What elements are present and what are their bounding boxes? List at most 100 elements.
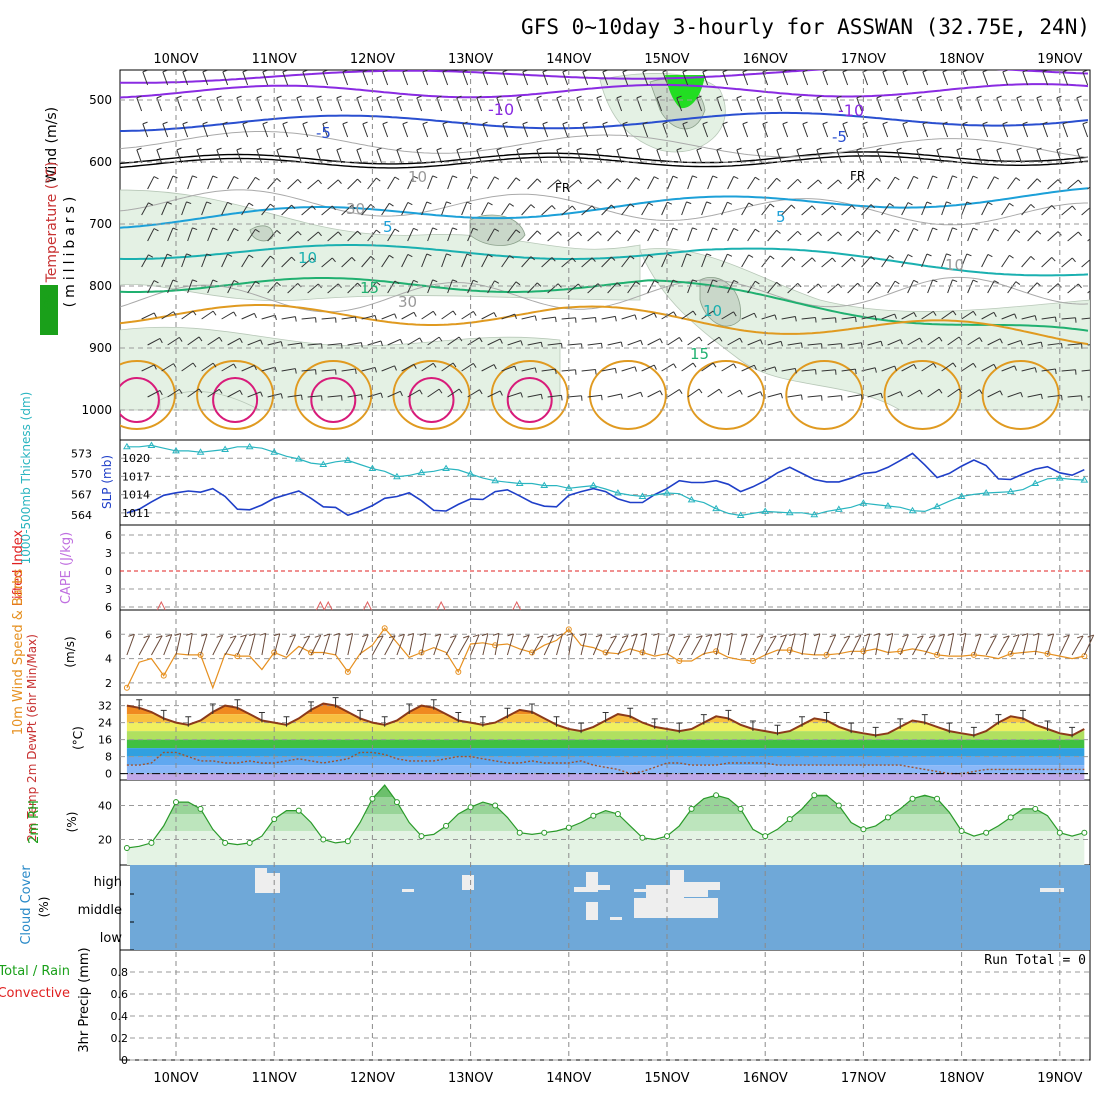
wind-barb-flag (239, 338, 243, 343)
wind-barb-flag (716, 147, 722, 151)
wind-barb-flag (419, 337, 423, 343)
wind-barb-flag (889, 255, 894, 259)
wind-barb-flag (452, 175, 458, 179)
wind-barb-flag (882, 70, 888, 73)
wind-barb-flag (520, 392, 523, 398)
wind-barb-flag (396, 95, 402, 99)
wind-barb (407, 280, 414, 294)
rh-label: RH (%) (42, 289, 56, 331)
contour-label: FR (555, 181, 570, 195)
wind-barb-flag (198, 336, 203, 342)
wind-barb-flag (822, 121, 828, 125)
surface-wind-barb (997, 635, 1010, 656)
wind-barb-flag (913, 312, 917, 318)
wind-barb-flag (402, 121, 408, 125)
wind-barb (447, 227, 453, 242)
wind-barb-flag (733, 175, 739, 180)
wind-barb (367, 340, 382, 346)
wind-barb (147, 228, 155, 242)
wind-barb (781, 315, 796, 320)
wind-barb (641, 202, 650, 216)
wind-barb-flag (291, 256, 296, 262)
temp-contour-25 (196, 360, 275, 430)
temp-band (126, 722, 1085, 732)
wind-barb-flag (972, 311, 977, 316)
wind-barb (1036, 97, 1043, 112)
wind-barb (501, 255, 510, 268)
wind-barb (167, 336, 180, 346)
cloud-patch (670, 870, 684, 915)
wind-barb (581, 316, 596, 320)
wind-barb-flag (515, 177, 521, 182)
wind-barb-flag (733, 279, 739, 284)
wind-barb (982, 71, 989, 86)
wind-barb (462, 71, 469, 86)
wind-barb-flag (762, 121, 768, 125)
wind-barb (842, 71, 849, 86)
wind-barb-flag (736, 95, 742, 99)
millibars-label: (millibars) (62, 193, 78, 308)
wind-barb (902, 123, 909, 138)
wind-barb (802, 71, 809, 86)
wind-barb-flag (1036, 147, 1042, 151)
wind-barb (561, 257, 573, 268)
wind-barb (642, 71, 649, 86)
thickness-point (319, 460, 328, 467)
wind-barb-flag (966, 201, 972, 205)
wind-barb-flag (994, 176, 999, 180)
wind-barb (847, 282, 858, 294)
wind-barb-flag (692, 310, 697, 316)
wind-barb-flag (907, 254, 913, 258)
surface-wind-barb-flag (714, 633, 721, 636)
wind-barb (501, 313, 515, 320)
wind-barb-flag (796, 95, 802, 99)
surface-wind-barb-flag (229, 635, 237, 639)
wind-barb-flag (616, 230, 622, 235)
wind-barb-flag (456, 95, 462, 99)
wind-barb-flag (659, 390, 663, 396)
wind-barb-flag (212, 279, 218, 283)
wind-barb-flag (322, 70, 328, 73)
wind-barb (747, 339, 761, 346)
wind-barb-flag (291, 204, 296, 210)
bottom-date-label: 10NOV (153, 1071, 198, 1086)
rh-point (737, 805, 744, 812)
temp-contour-30 (120, 377, 160, 423)
wind-barb (321, 257, 333, 268)
wind-barb (542, 123, 549, 138)
wind-barb-flag (556, 147, 562, 151)
wind-barb-flag (816, 95, 822, 99)
wind-speed-point (160, 672, 167, 679)
rh-band (126, 831, 1085, 865)
wind-barb (941, 362, 954, 372)
wind-barb-flag (1071, 205, 1076, 211)
wind-barb (807, 179, 819, 190)
wind-barb-flag (1002, 70, 1008, 73)
wind-barb (201, 310, 214, 320)
wind-barb (347, 394, 362, 398)
wind-barb (916, 97, 923, 112)
wind-barb (901, 364, 915, 372)
wind-barb (736, 97, 743, 112)
wind-barb-flag (656, 147, 662, 151)
wind-barb-flag (976, 95, 982, 99)
surface-wind-barb-flag (362, 634, 369, 638)
wind-barb (802, 123, 809, 138)
wind-barb (967, 279, 974, 294)
wind-barb (467, 389, 480, 398)
wind-barb-flag (499, 338, 503, 344)
wind-barb-flag (399, 339, 403, 345)
wind-barb-flag (242, 70, 248, 73)
wind-barb-flag (178, 337, 183, 342)
wind-barb-flag (856, 147, 862, 151)
wind-barb (221, 363, 234, 372)
wind-barb-flag (894, 176, 900, 181)
wind-barb-flag (296, 95, 302, 99)
wind-barb (561, 317, 576, 320)
wind-barb (621, 203, 631, 216)
wind-barb (381, 313, 395, 320)
wind-barb (307, 231, 319, 242)
wind-barb-flag (993, 312, 997, 317)
wind-barb (247, 391, 261, 398)
surface-wind-barb-flag (174, 633, 181, 636)
